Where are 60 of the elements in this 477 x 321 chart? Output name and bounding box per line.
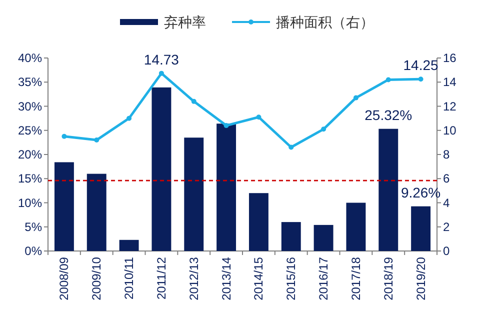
x-tick-label: 2011/12	[154, 256, 168, 300]
point	[353, 95, 358, 100]
y2-tick-label: 4	[443, 196, 450, 210]
data-label: 14.73	[144, 51, 180, 68]
bar	[248, 193, 268, 251]
point	[224, 123, 229, 128]
point	[62, 134, 67, 139]
y-tick-label: 30%	[18, 99, 42, 114]
y2-tick-label: 2	[443, 220, 450, 234]
y2-tick-label: 0	[443, 244, 450, 258]
bar	[54, 162, 74, 251]
point	[321, 126, 326, 132]
data-label: 14.25	[403, 57, 439, 74]
point	[418, 76, 424, 82]
y2-tick-label: 6	[443, 172, 450, 186]
y-tick-label: 40%	[18, 51, 42, 65]
bar	[378, 128, 398, 251]
y-tick-label: 25%	[18, 123, 42, 138]
x-tick-label: 2016/17	[316, 256, 331, 300]
x-tick-label: 2017/18	[348, 256, 363, 300]
bar	[216, 124, 236, 251]
bar	[281, 222, 301, 251]
x-tick-label: 2008/09	[57, 256, 72, 300]
bar	[119, 240, 139, 251]
bar	[346, 202, 366, 251]
y2-tick-label: 8	[443, 148, 450, 162]
y2-tick-label: 12	[443, 99, 457, 114]
y2-tick-label: 10	[443, 123, 457, 138]
bar	[314, 224, 334, 251]
point	[191, 98, 196, 104]
x-tick-label: 2009/10	[90, 256, 104, 300]
legend-label: 播种面积（右）	[276, 14, 374, 30]
point	[256, 114, 262, 120]
data-label: 25.32%	[364, 106, 412, 123]
bar	[152, 87, 172, 251]
x-tick-label: 2019/20	[414, 256, 428, 300]
legend-label: 弃种率	[164, 14, 206, 30]
y-tick-label: 15%	[18, 172, 42, 186]
point	[158, 70, 164, 76]
y-tick-label: 35%	[18, 75, 42, 90]
y-tick-label: 20%	[18, 148, 42, 162]
point	[386, 77, 391, 82]
y-tick-label: 10%	[18, 196, 42, 210]
x-tick-label: 2014/15	[252, 256, 266, 300]
x-tick-label: 2013/14	[219, 256, 234, 300]
y-tick-label: 5%	[24, 220, 42, 234]
y2-tick-label: 14	[443, 75, 457, 90]
bar	[411, 206, 431, 251]
x-tick-label: 2018/19	[381, 256, 396, 300]
point	[288, 144, 294, 150]
y2-tick-label: 16	[443, 51, 457, 65]
bar	[86, 174, 106, 251]
bar	[184, 138, 204, 251]
data-label: 9.26%	[400, 184, 441, 200]
point	[126, 116, 132, 121]
y-tick-label: 0%	[24, 244, 42, 258]
x-tick-label: 2012/13	[186, 256, 201, 300]
point	[94, 138, 100, 143]
x-tick-label: 2015/16	[284, 256, 298, 300]
x-tick-label: 2010/11	[122, 256, 136, 300]
